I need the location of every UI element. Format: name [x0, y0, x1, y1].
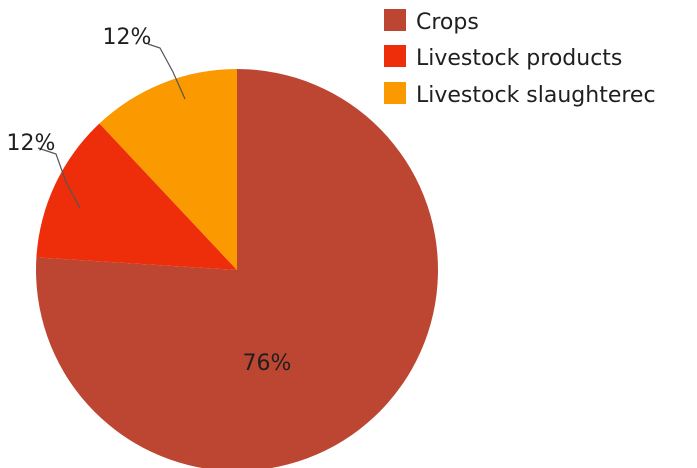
- chart-legend: Crops Livestock products Livestock slaug…: [384, 9, 656, 108]
- data-label-crops: 76%: [243, 351, 292, 376]
- leader-lines: [37, 43, 186, 209]
- pie-slice-livestock-slaughtered: [99, 69, 237, 270]
- legend-label-crops: Crops: [416, 10, 479, 35]
- legend-swatch-crops: [384, 9, 406, 31]
- legend-label-livestock-slaughtered: Livestock slaughterec: [416, 83, 656, 108]
- pie-slices: [36, 69, 439, 468]
- leader-line-livestock-products: [147, 43, 186, 100]
- slice-labels: 76% 12% 12%: [7, 25, 292, 376]
- legend-swatch-livestock-slaughtered: [384, 82, 406, 104]
- legend-swatch-livestock-products: [384, 45, 406, 67]
- pie-slice-livestock-products: [36, 123, 238, 270]
- data-label-livestock-slaughtered: 12%: [7, 131, 56, 156]
- leader-line-livestock-slaughtered: [37, 147, 81, 209]
- legend-label-livestock-products: Livestock products: [416, 46, 622, 71]
- data-label-livestock-products: 12%: [103, 25, 152, 50]
- pie-slice-crops: [36, 69, 439, 468]
